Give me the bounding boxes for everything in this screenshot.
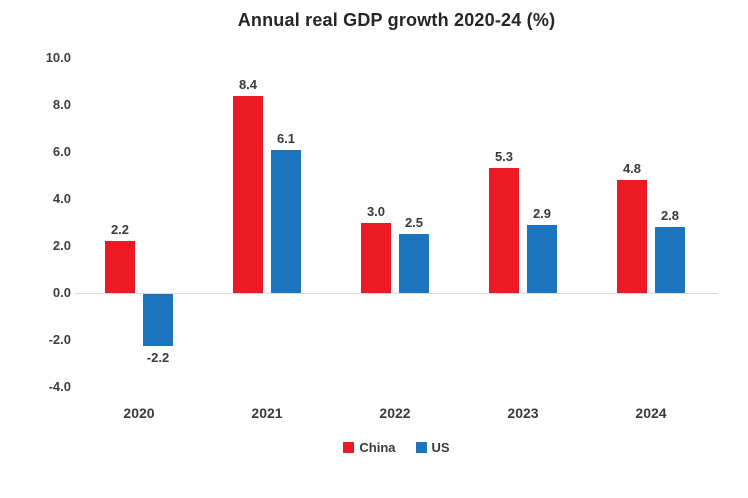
x-tick-label-2023: 2023 (507, 405, 539, 421)
value-label-us-2024: 2.8 (660, 208, 680, 224)
bar-china-2020 (105, 241, 135, 293)
value-label-us-2022: 2.5 (404, 215, 424, 231)
value-label-china-2020: 2.2 (110, 222, 130, 238)
value-label-china-2023: 5.3 (494, 149, 514, 165)
chart-title: Annual real GDP growth 2020-24 (%) (237, 10, 556, 30)
x-tick-label-2020: 2020 (123, 405, 155, 421)
x-tick-label-2021: 2021 (251, 405, 283, 421)
bar-us-2020 (143, 294, 173, 346)
y-tick-label: 2.0 (52, 238, 71, 253)
y-tick-label: 0.0 (52, 285, 71, 300)
y-tick-label: 8.0 (52, 97, 71, 112)
value-label-china-2021: 8.4 (238, 76, 258, 92)
x-tick-label-2022: 2022 (379, 405, 411, 421)
bar-us-2021 (271, 149, 301, 293)
bar-china-2021 (233, 95, 263, 293)
bar-china-2023 (489, 168, 519, 293)
legend-label-china: China (359, 440, 396, 455)
bar-us-2023 (527, 224, 557, 293)
legend-item-china: China (343, 440, 396, 455)
bar-china-2022 (361, 222, 391, 293)
legend: China US (75, 440, 718, 455)
value-label-china-2024: 4.8 (622, 161, 642, 177)
legend-label-us: US (431, 440, 450, 455)
zero-axis-line (75, 293, 718, 294)
bar-us-2024 (655, 227, 685, 293)
x-tick-label-2024: 2024 (635, 405, 667, 421)
value-label-us-2020: -2.2 (146, 349, 170, 365)
value-label-china-2022: 3.0 (366, 203, 386, 219)
legend-swatch-us (415, 442, 427, 453)
bar-us-2022 (399, 234, 429, 293)
y-tick-label: -4.0 (48, 379, 71, 394)
value-label-us-2023: 2.9 (532, 205, 552, 221)
bar-china-2024 (617, 180, 647, 293)
y-tick-label: -2.0 (48, 332, 71, 347)
y-tick-label: 10.0 (45, 50, 71, 65)
legend-item-us: US (415, 440, 450, 455)
y-tick-label: 4.0 (52, 191, 71, 206)
y-tick-label: 6.0 (52, 144, 71, 159)
value-label-us-2021: 6.1 (276, 130, 296, 146)
legend-swatch-china (343, 442, 355, 453)
